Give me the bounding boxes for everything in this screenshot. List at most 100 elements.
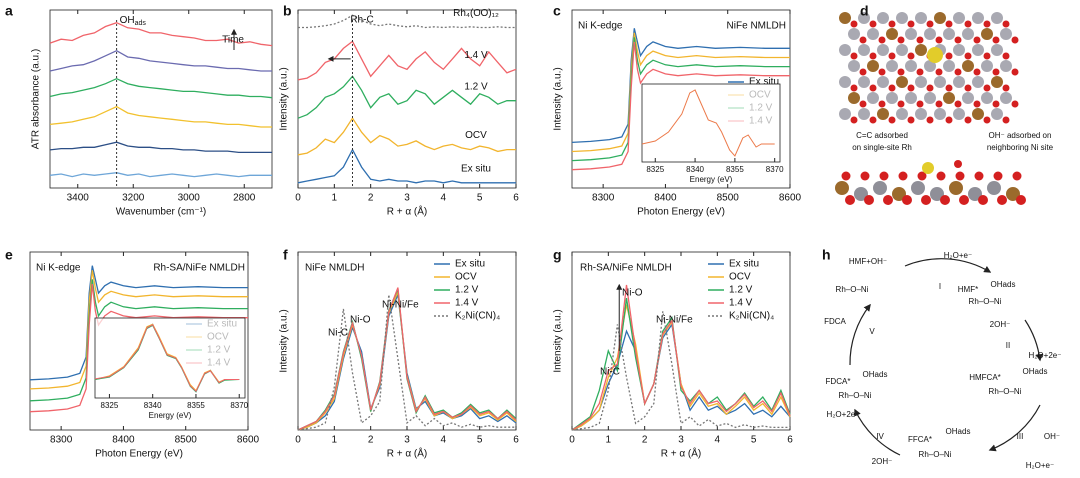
cycle-label: OHads <box>991 280 1016 289</box>
atom <box>934 12 946 24</box>
atom <box>877 76 889 88</box>
atom <box>897 36 905 44</box>
atom <box>879 171 889 181</box>
atom <box>981 28 993 40</box>
cycle-label: V <box>869 327 875 336</box>
atom <box>850 116 858 124</box>
x-tick-label: 8370 <box>766 165 784 174</box>
legend-label: Ex situ <box>749 77 779 88</box>
atom <box>878 68 886 76</box>
atom <box>983 116 991 124</box>
atom <box>915 76 927 88</box>
peak-label: OHads <box>120 15 147 27</box>
atom <box>867 92 879 104</box>
inset-frame <box>641 83 781 163</box>
atom <box>848 60 860 72</box>
cycle-arrow <box>988 404 1041 452</box>
x-tick-label: 2800 <box>233 193 256 204</box>
series-line <box>571 311 790 431</box>
atom <box>953 12 965 24</box>
panel-label: h <box>822 247 831 263</box>
legend-label: 1.2 V <box>455 285 479 296</box>
atom <box>916 36 924 44</box>
x-tick-label: 6 <box>513 435 519 446</box>
legend-label: Ex situ <box>455 259 485 270</box>
series-label: Ex situ <box>461 163 491 174</box>
annotation: Ni-C <box>328 328 348 339</box>
x-axis-label: Energy (eV) <box>690 175 733 184</box>
atom <box>926 84 934 92</box>
atom <box>911 181 925 195</box>
atom <box>954 100 962 108</box>
atom <box>1016 195 1026 205</box>
atom <box>962 92 974 104</box>
atom <box>922 162 934 174</box>
atom <box>898 171 908 181</box>
atom <box>993 171 1003 181</box>
inset-bg <box>95 318 245 398</box>
x-tick-label: 1 <box>606 435 612 446</box>
atom <box>940 195 950 205</box>
atom <box>936 171 946 181</box>
annotation: Ni-Ni/Fe <box>656 315 693 326</box>
atom <box>935 36 943 44</box>
atom <box>945 116 953 124</box>
atom <box>869 84 877 92</box>
series-label: OCV <box>465 130 487 141</box>
x-axis-label: R + α (Å) <box>387 205 428 218</box>
axes-frame <box>297 9 517 189</box>
inset-frame <box>94 317 246 399</box>
structure-caption: neighboring Ni site <box>987 143 1054 152</box>
series-line <box>571 32 790 153</box>
atom <box>1002 52 1010 60</box>
cycle-label: 2OH⁻ <box>990 320 1011 329</box>
atom <box>972 12 984 24</box>
atom <box>877 108 889 120</box>
panel-label: d <box>860 3 869 19</box>
x-tick-label: 8600 <box>779 193 802 204</box>
x-tick-label: 8325 <box>646 165 664 174</box>
axes-frame <box>29 251 249 431</box>
cycle-label: Rh–O–Ni <box>919 450 952 459</box>
series-line <box>49 49 272 72</box>
atom <box>954 36 962 44</box>
atom <box>907 84 915 92</box>
x-axis-label: Photon Energy (eV) <box>95 449 183 460</box>
x-tick-label: 0 <box>295 435 301 446</box>
x-tick-label: 5 <box>477 435 483 446</box>
peak-label-sub: ads <box>135 20 147 27</box>
atom <box>934 108 946 120</box>
cycle-label: HMF+OH⁻ <box>849 257 887 266</box>
cycle-label: HMF* <box>958 285 978 294</box>
legend-label: 1.4 V <box>729 298 753 309</box>
series-line <box>49 172 272 178</box>
atom <box>1002 116 1010 124</box>
atom <box>869 116 877 124</box>
peak-label-main: OH <box>120 15 135 26</box>
series-line <box>297 294 516 431</box>
atom <box>858 108 870 120</box>
annotation: Ni-C <box>600 367 620 378</box>
cycle-label: H₂O+2e⁻ <box>827 410 860 419</box>
atom <box>867 28 879 40</box>
atom <box>962 28 974 40</box>
atom <box>877 44 889 56</box>
atom <box>983 84 991 92</box>
atom <box>839 12 851 24</box>
atom <box>915 12 927 24</box>
atom <box>930 187 944 201</box>
atom <box>878 36 886 44</box>
series-line <box>641 89 775 157</box>
atom <box>854 187 868 201</box>
atom <box>1000 28 1012 40</box>
structure-image: C=C adsorbed on single-site Rh OH⁻ adsorbe… <box>835 12 1054 205</box>
x-tick-label: 8500 <box>175 435 198 446</box>
x-tick-label: 8355 <box>187 401 205 410</box>
x-tick-label: 5 <box>751 435 757 446</box>
y-axis-label: Intensity (a.u.) <box>553 67 564 130</box>
cycle-label: HMFCA* <box>969 373 1001 382</box>
series-line <box>49 77 273 99</box>
x-tick-label: 1 <box>332 193 338 204</box>
atom <box>921 195 931 205</box>
